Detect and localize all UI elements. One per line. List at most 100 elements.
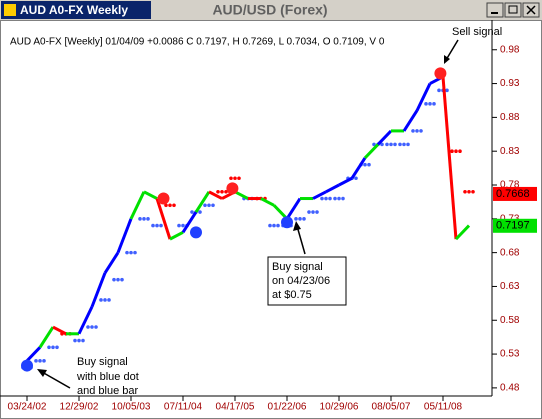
last-value-label: 0.7197 (496, 220, 530, 232)
stop-dot (90, 325, 94, 329)
price-segment (25, 346, 42, 362)
stop-dot (38, 359, 42, 363)
stop-dot (363, 162, 367, 167)
stop-dot (155, 223, 159, 228)
price-segment (181, 211, 198, 234)
stop-dot (450, 149, 454, 153)
price-segment (103, 251, 120, 274)
annotation-text: on 04/23/06 (272, 275, 330, 287)
stop-dot (463, 189, 467, 194)
price-segment (143, 190, 158, 200)
stop-dot (120, 277, 124, 282)
stop-dot (471, 189, 475, 194)
stop-dot (454, 149, 458, 153)
stop-dot (138, 217, 142, 221)
arrow-head (293, 221, 301, 231)
minimize-button[interactable] (486, 2, 504, 18)
price-segment (325, 183, 340, 194)
arrow-head (444, 55, 450, 64)
stop-dot (42, 359, 46, 363)
stop-dot (298, 217, 302, 221)
stop-dot (81, 338, 85, 343)
stop-dot (428, 102, 432, 106)
stop-dot (389, 142, 393, 147)
stop-dot (276, 223, 280, 228)
stop-dot (181, 223, 185, 228)
stop-dot (190, 210, 194, 214)
annotations: Sell signal Buy signal on 04/23/06 at $0… (37, 26, 502, 397)
stop-dot (172, 203, 176, 208)
x-tick-label: 12/29/02 (60, 402, 99, 413)
stop-dot (164, 203, 168, 208)
price-segment (169, 231, 184, 241)
stop-dot (86, 325, 90, 329)
stop-dot (311, 210, 315, 214)
price-segment (376, 129, 393, 146)
stop-dot (411, 129, 415, 133)
y-tick-label: 0.83 (500, 146, 520, 157)
y-tick-label: 0.53 (500, 349, 520, 360)
maximize-button[interactable] (504, 2, 522, 18)
stop-dot (458, 149, 462, 153)
stop-dot (146, 217, 150, 221)
stop-dot (129, 250, 133, 255)
stop-dot (432, 102, 436, 106)
x-tick-label: 03/24/02 (8, 402, 47, 413)
stop-dot (55, 345, 59, 350)
stop-dot (159, 223, 163, 228)
stop-dot (268, 223, 272, 228)
stop-dot (302, 217, 306, 221)
annotation-arrow (445, 39, 459, 61)
stop-dot (220, 189, 224, 194)
stop-dot (324, 196, 328, 201)
price-segment (441, 76, 458, 240)
stop-dot (103, 298, 107, 302)
window-buttons (486, 2, 540, 18)
signal-dot (157, 192, 170, 205)
x-tick-label: 04/17/05 (216, 402, 255, 413)
stop-dot (224, 189, 228, 194)
window-tab[interactable] (1, 1, 151, 19)
price-segment (116, 218, 133, 254)
stop-dot (177, 223, 181, 228)
y-tick-label: 0.68 (500, 247, 520, 258)
price-segment (338, 176, 353, 187)
y-tick-label: 0.93 (500, 78, 520, 89)
stop-dot (367, 162, 371, 167)
price-segment (129, 191, 146, 220)
price-segment (363, 143, 380, 159)
y-tick-label: 0.88 (500, 112, 520, 123)
annotation-arrow (296, 225, 306, 255)
stop-dot (315, 210, 319, 214)
arrow-head (37, 369, 47, 377)
stop-dot (341, 196, 345, 201)
plot: 0.480.530.580.630.680.730.780.830.880.93… (8, 44, 520, 412)
annotation-text: and blue bar (77, 385, 138, 397)
annotation-arrow (41, 371, 71, 389)
price-segment (234, 190, 249, 200)
last-value-box (493, 218, 537, 233)
stop-dot (393, 142, 397, 147)
stop-dot (34, 359, 38, 363)
annotation-text: Buy signal (272, 261, 323, 273)
annotation-text: Buy signal (77, 356, 128, 368)
stop-dot (142, 217, 146, 221)
y-tick-label: 0.48 (500, 383, 520, 394)
stop-dot (73, 338, 77, 343)
stop-dot (216, 189, 220, 194)
y-tick-label: 0.78 (500, 180, 520, 191)
stop-dot (385, 142, 389, 147)
x-tick-label: 07/11/04 (164, 402, 203, 413)
stop-dot (107, 298, 111, 302)
stop-dot (328, 196, 332, 201)
price-segment (155, 198, 172, 240)
price-segment (90, 272, 107, 308)
stop-dot (112, 277, 116, 282)
stop-dot (207, 203, 211, 208)
annotation-text: Sell signal (452, 26, 502, 38)
stop-dot (445, 88, 449, 93)
stop-dot (233, 176, 237, 181)
stop-dot (51, 345, 55, 350)
